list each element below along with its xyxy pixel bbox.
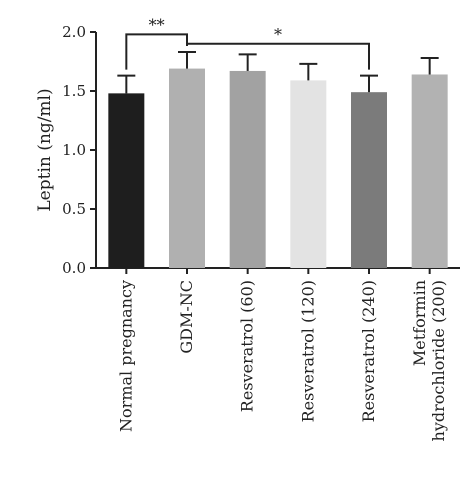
bar — [108, 93, 145, 268]
x-category-label: Normal pregnancy — [116, 280, 135, 432]
x-category-label-line: GDM-NC — [177, 280, 196, 354]
x-category-label: Metforminhydrochloride (200) — [410, 280, 448, 441]
y-axis-title: Leptin (ng/ml) — [35, 88, 55, 211]
significance-label: * — [274, 25, 282, 44]
x-category-label: GDM-NC — [177, 280, 196, 354]
x-category-label-line: Metformin — [410, 280, 429, 366]
bar — [229, 70, 266, 268]
x-category-label-line: Resveratrol (60) — [238, 280, 257, 412]
significance-label: ** — [149, 15, 165, 34]
y-tick-label: 0.5 — [62, 200, 86, 218]
plot-area: 0.0 0.5 1.0 1.5 2.0 Normal pregnancy GDM-NC Res… — [62, 15, 460, 441]
x-category-label: Resveratrol (120) — [298, 280, 317, 422]
bar — [351, 92, 387, 269]
bar — [290, 80, 327, 268]
significance-bracket — [125, 33, 188, 70]
y-tick-label: 0.0 — [62, 259, 86, 277]
x-category-label-line: hydrochloride (200) — [429, 280, 448, 441]
y-tick-label: 1.5 — [62, 82, 86, 100]
bar — [169, 68, 205, 268]
x-category-label: Resveratrol (240) — [359, 280, 378, 422]
y-tick-label: 2.0 — [62, 23, 86, 41]
bar — [411, 74, 448, 268]
x-category-label-line: Normal pregnancy — [116, 280, 135, 432]
x-category-label: Resveratrol (60) — [238, 280, 257, 412]
x-category-label-line: Resveratrol (240) — [359, 280, 378, 422]
x-category-label-line: Resveratrol (120) — [298, 280, 317, 422]
y-tick-label: 1.0 — [62, 141, 86, 159]
significance-bracket — [186, 42, 370, 70]
